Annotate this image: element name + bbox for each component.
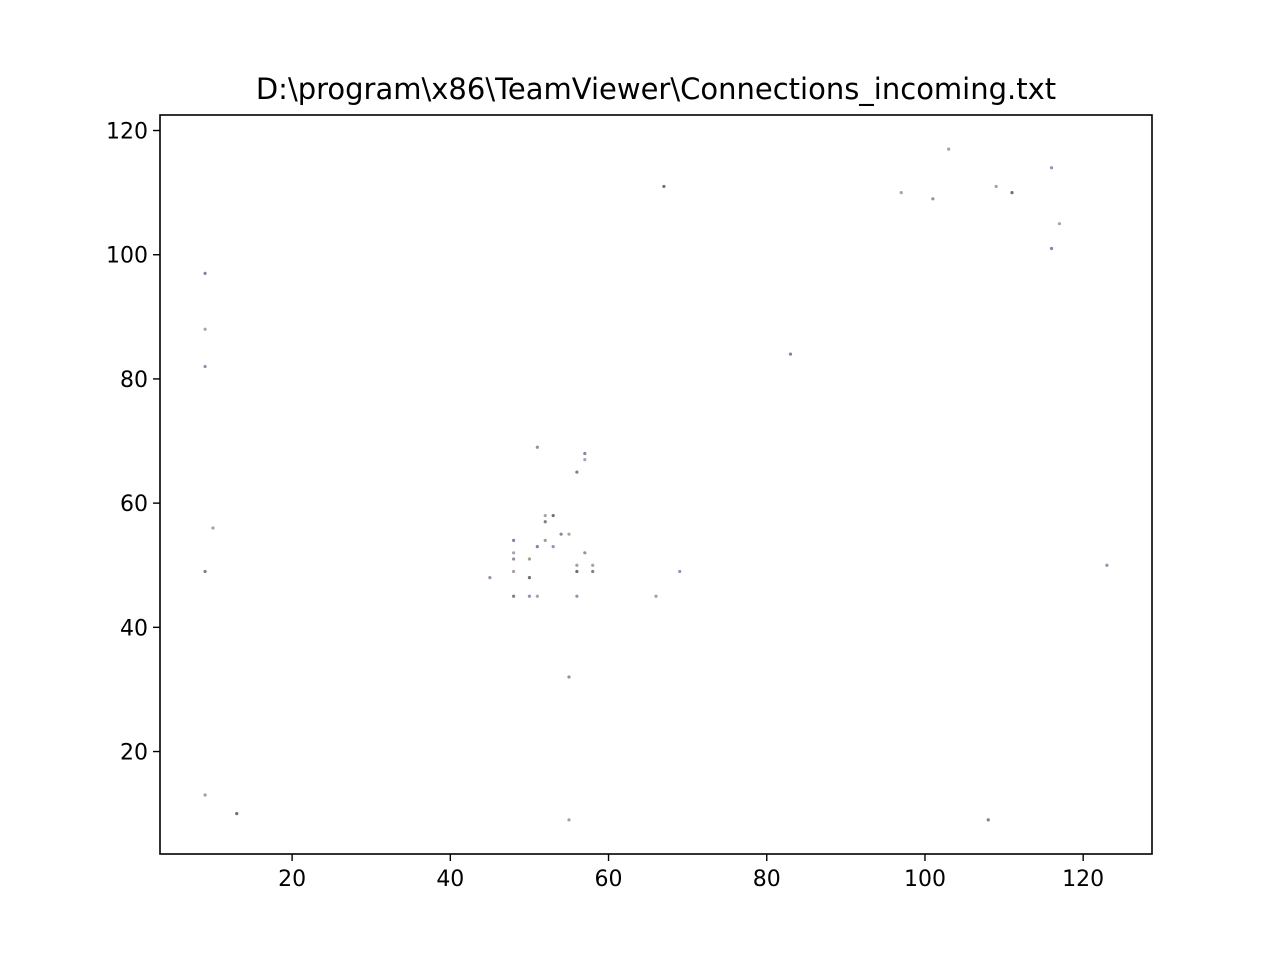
y-tick-label: 60 bbox=[120, 492, 148, 517]
data-point bbox=[203, 327, 207, 331]
data-point bbox=[567, 532, 571, 536]
data-point bbox=[512, 538, 516, 542]
data-point bbox=[575, 563, 579, 567]
data-point bbox=[1105, 563, 1109, 567]
data-point bbox=[512, 551, 516, 555]
data-point bbox=[512, 594, 516, 598]
data-point bbox=[211, 526, 215, 530]
data-point bbox=[654, 594, 658, 598]
data-point bbox=[535, 445, 539, 449]
y-tick-label: 80 bbox=[120, 368, 148, 393]
data-point bbox=[543, 538, 547, 542]
data-point bbox=[591, 569, 595, 574]
x-tick-label: 60 bbox=[595, 867, 623, 892]
data-point bbox=[788, 352, 793, 356]
data-point bbox=[527, 594, 532, 598]
data-point bbox=[583, 451, 587, 456]
data-point bbox=[986, 818, 990, 822]
data-point bbox=[203, 793, 207, 797]
data-point bbox=[947, 147, 951, 151]
data-point bbox=[543, 520, 547, 524]
data-point bbox=[512, 569, 516, 574]
data-point bbox=[591, 563, 595, 567]
plot-area bbox=[160, 115, 1152, 854]
data-point bbox=[551, 545, 555, 549]
data-point bbox=[567, 675, 571, 679]
data-point bbox=[527, 576, 532, 580]
data-point bbox=[1049, 166, 1054, 170]
data-point bbox=[235, 812, 239, 816]
data-point bbox=[535, 545, 539, 549]
data-point bbox=[488, 576, 492, 580]
data-point bbox=[931, 197, 935, 201]
plot-frame bbox=[159, 114, 1153, 855]
data-point bbox=[583, 551, 587, 555]
x-tick-label: 80 bbox=[753, 867, 781, 892]
x-tick-label: 40 bbox=[436, 867, 464, 892]
y-tick-label: 20 bbox=[120, 741, 148, 766]
data-point bbox=[203, 569, 207, 574]
y-tick-label: 120 bbox=[106, 120, 148, 145]
data-point bbox=[1049, 246, 1054, 251]
data-point bbox=[512, 557, 516, 561]
data-point bbox=[575, 470, 579, 474]
y-tick-label: 100 bbox=[106, 244, 148, 269]
data-point bbox=[1057, 222, 1062, 226]
data-point bbox=[535, 594, 539, 598]
data-point bbox=[575, 594, 579, 598]
x-tick-label: 120 bbox=[1062, 867, 1104, 892]
data-point bbox=[543, 513, 547, 518]
x-tick-label: 20 bbox=[278, 867, 306, 892]
data-point bbox=[567, 818, 571, 822]
data-point bbox=[678, 569, 682, 574]
data-point bbox=[203, 271, 207, 275]
data-point bbox=[662, 184, 666, 189]
data-point bbox=[559, 532, 563, 536]
axes-layer: 20 40 60 80 100 120 20 40 60 80 100 120 bbox=[106, 120, 1104, 892]
points-layer bbox=[203, 147, 1109, 822]
data-point bbox=[551, 513, 555, 518]
data-point bbox=[575, 569, 579, 574]
data-point bbox=[203, 364, 207, 369]
data-point bbox=[583, 458, 587, 462]
data-point bbox=[994, 184, 998, 189]
x-tick-label: 100 bbox=[904, 867, 946, 892]
chart-title: D:\program\x86\TeamViewer\Connections_in… bbox=[256, 72, 1056, 106]
data-point bbox=[1010, 191, 1014, 195]
data-point bbox=[899, 191, 903, 195]
y-tick-label: 40 bbox=[120, 616, 148, 641]
data-point bbox=[527, 557, 532, 561]
